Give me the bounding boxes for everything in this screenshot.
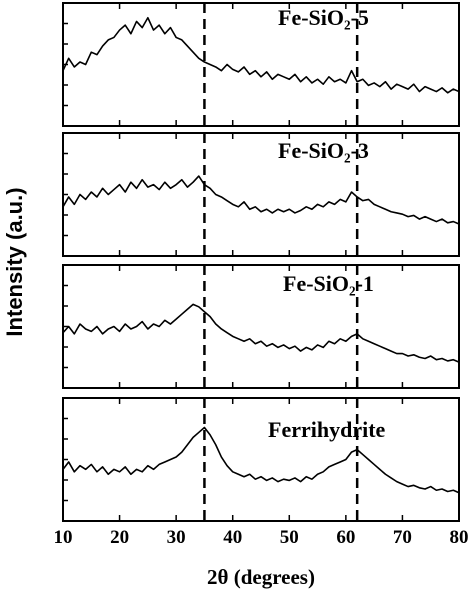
data-line: [62, 426, 460, 494]
panel-title: Fe-SiO₂-1: [283, 271, 374, 296]
data-line: [62, 303, 460, 363]
panel-title: Ferrihydrite: [268, 417, 386, 442]
panel-frame: [62, 132, 460, 257]
panel-title: Fe-SiO₂-5: [278, 5, 369, 30]
x-tick-label: 70: [393, 527, 412, 548]
x-tick-label: 50: [280, 527, 299, 548]
x-tick-label: 10: [54, 527, 73, 548]
x-tick-label: 30: [167, 527, 186, 548]
x-tick-label: 60: [336, 527, 355, 548]
x-axis-label: 2θ (degrees): [207, 565, 315, 589]
x-tick-label: 80: [450, 527, 469, 548]
x-tick-label: 20: [110, 527, 129, 548]
panel-frame: [62, 397, 460, 522]
data-line: [62, 175, 460, 225]
panel-title: Fe-SiO₂-3: [278, 138, 369, 163]
data-line: [62, 16, 460, 94]
panel-frame: [62, 2, 460, 127]
y-axis-label: Intensity (a.u.): [2, 187, 27, 336]
x-tick-label: 40: [223, 527, 242, 548]
